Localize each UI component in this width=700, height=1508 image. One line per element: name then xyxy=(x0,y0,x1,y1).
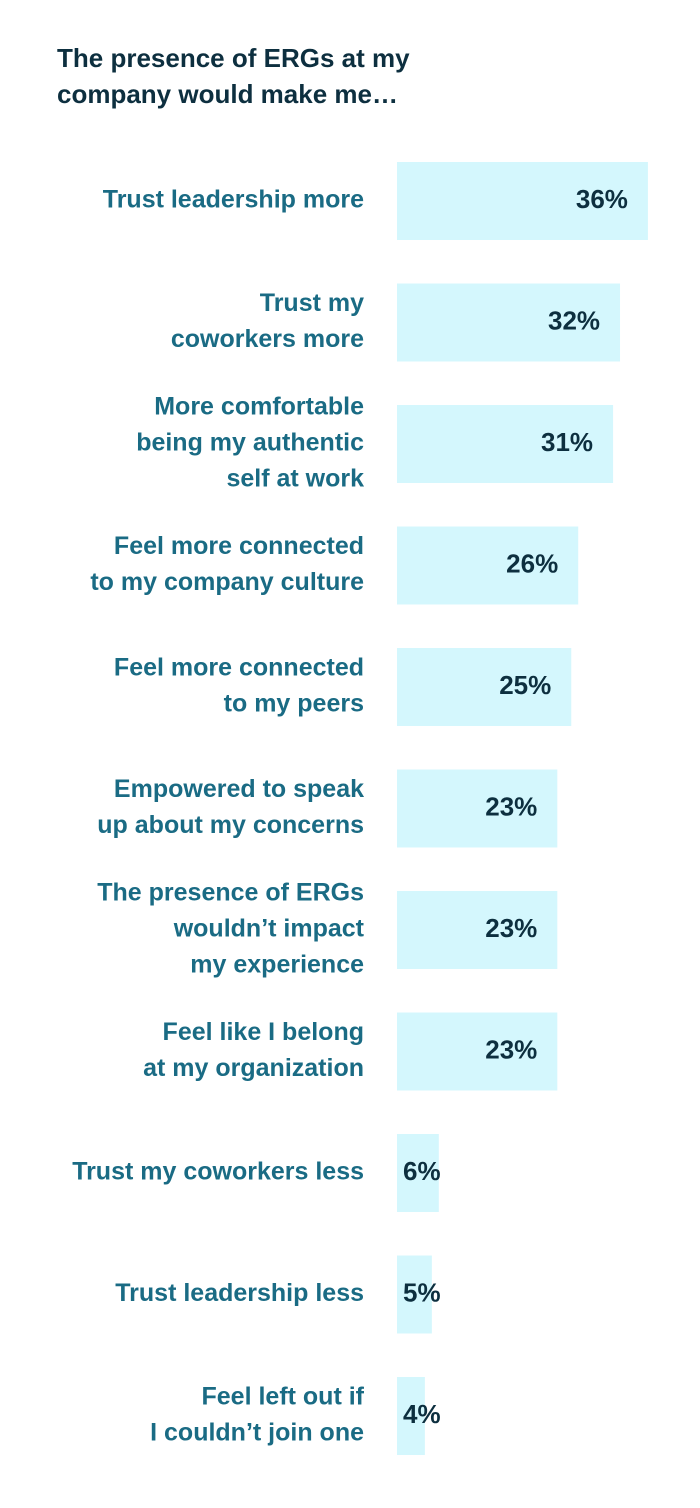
chart-title: The presence of ERGs at my xyxy=(57,43,410,73)
category-label: I couldn’t join one xyxy=(150,1419,364,1447)
value-label: 6% xyxy=(403,1156,441,1186)
category-label: Feel left out if xyxy=(202,1383,365,1411)
category-label: to my peers xyxy=(224,690,364,718)
category-label: Trust leadership less xyxy=(115,1279,364,1307)
value-label: 4% xyxy=(403,1399,441,1429)
category-label: being my authentic xyxy=(136,429,364,457)
value-label: 23% xyxy=(485,913,537,943)
bar xyxy=(397,891,558,969)
category-label: The presence of ERGs xyxy=(97,879,364,907)
bar xyxy=(397,162,648,240)
category-label: Feel more connected xyxy=(114,654,364,682)
bar xyxy=(397,283,621,362)
value-label: 32% xyxy=(548,305,600,335)
bar xyxy=(397,769,558,848)
bar xyxy=(397,526,579,605)
category-label: to my company culture xyxy=(90,568,364,596)
category-label: coworkers more xyxy=(171,325,364,353)
value-label: 25% xyxy=(499,670,551,700)
value-label: 23% xyxy=(485,1034,537,1064)
chart-title: company would make me… xyxy=(57,79,398,109)
value-label: 5% xyxy=(403,1277,441,1307)
value-label: 31% xyxy=(541,427,593,457)
category-label: Trust my coworkers less xyxy=(72,1158,364,1186)
category-label: wouldn’t impact xyxy=(173,915,365,943)
category-label: Feel more connected xyxy=(114,532,364,560)
value-label: 23% xyxy=(485,791,537,821)
bar xyxy=(397,1255,432,1334)
bar xyxy=(397,1134,439,1212)
category-label: my experience xyxy=(190,951,364,979)
bar xyxy=(397,1377,425,1455)
value-label: 36% xyxy=(576,184,628,214)
category-label: up about my concerns xyxy=(97,811,364,839)
category-label: Trust leadership more xyxy=(103,186,364,214)
category-label: Empowered to speak xyxy=(114,775,364,803)
value-label: 26% xyxy=(506,548,558,578)
category-label: self at work xyxy=(226,465,364,493)
bar xyxy=(397,405,614,483)
bar xyxy=(397,648,572,726)
category-label: at my organization xyxy=(143,1054,364,1082)
bar xyxy=(397,1012,558,1091)
category-label: Feel like I belong xyxy=(163,1018,364,1046)
category-label: Trust my xyxy=(260,289,364,317)
category-label: More comfortable xyxy=(154,393,364,421)
